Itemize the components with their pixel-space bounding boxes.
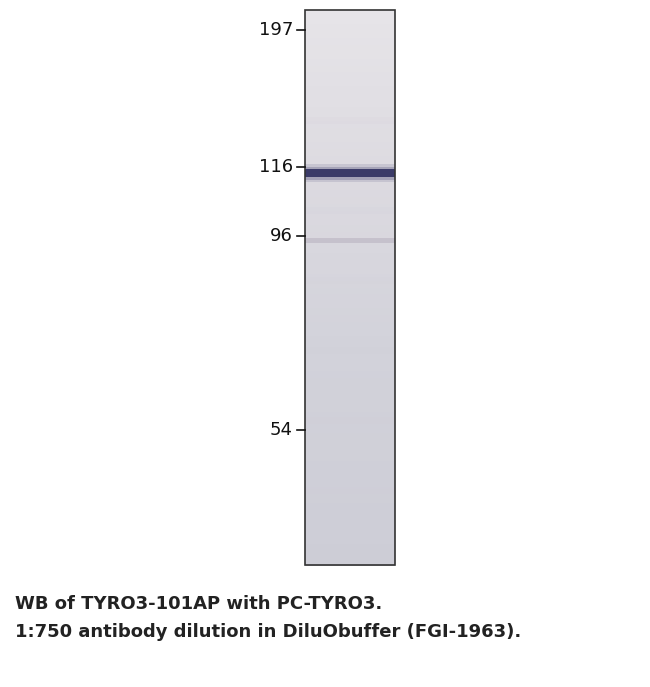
Bar [305, 93, 395, 101]
Bar [305, 336, 395, 344]
Bar [305, 412, 395, 420]
Bar [305, 308, 395, 316]
Bar [305, 52, 395, 59]
Bar [305, 503, 395, 510]
Bar [305, 149, 395, 156]
Bar [305, 225, 395, 232]
Bar [305, 267, 395, 274]
Bar [305, 207, 395, 214]
Bar [305, 530, 395, 538]
Text: 96: 96 [270, 227, 293, 245]
Bar [305, 164, 395, 182]
Text: 54: 54 [270, 421, 293, 439]
Bar [305, 468, 395, 475]
Bar [305, 347, 395, 354]
Bar [305, 183, 395, 191]
Bar [305, 117, 395, 124]
Bar [305, 405, 395, 413]
Bar [305, 156, 395, 163]
Bar [305, 371, 395, 378]
Bar [305, 17, 395, 24]
Bar [305, 45, 395, 52]
Bar [305, 426, 395, 433]
Bar [305, 239, 395, 247]
Bar [305, 357, 395, 364]
Bar [305, 440, 395, 447]
Bar [305, 163, 395, 170]
Bar [305, 523, 395, 531]
Bar [305, 378, 395, 385]
Bar [305, 273, 395, 281]
Bar [305, 350, 395, 357]
Bar [305, 10, 395, 565]
Bar [305, 510, 395, 517]
Bar [305, 475, 395, 482]
Text: 116: 116 [259, 158, 293, 176]
Bar [305, 488, 395, 496]
Bar [305, 10, 395, 17]
Bar [305, 461, 395, 469]
Bar [305, 166, 395, 179]
Bar [305, 72, 395, 80]
Bar [305, 417, 395, 424]
Bar [305, 558, 395, 565]
Bar [305, 482, 395, 489]
Bar [305, 232, 395, 240]
Bar [305, 517, 395, 524]
Bar [305, 343, 395, 350]
Bar [305, 537, 395, 545]
Bar [305, 495, 395, 503]
Bar [305, 238, 395, 243]
Bar [305, 322, 395, 330]
Bar [305, 177, 395, 184]
Bar [305, 398, 395, 406]
Bar [305, 24, 395, 32]
Text: 1:750 antibody dilution in DiluObuffer (FGI-1963).: 1:750 antibody dilution in DiluObuffer (… [15, 623, 521, 641]
Bar [305, 87, 395, 93]
Bar [305, 295, 395, 302]
Bar [305, 277, 395, 284]
Bar [305, 142, 395, 149]
Bar [305, 315, 395, 323]
Bar [305, 246, 395, 254]
Bar [305, 218, 395, 225]
Bar [305, 447, 395, 455]
Bar [305, 114, 395, 122]
Bar [305, 385, 395, 392]
Bar [305, 38, 395, 45]
Bar [305, 121, 395, 128]
Bar [305, 80, 395, 87]
Bar [305, 253, 395, 260]
Bar [305, 190, 395, 198]
Bar [305, 487, 395, 494]
Bar [305, 454, 395, 462]
Bar [305, 204, 395, 212]
Bar [305, 100, 395, 108]
Bar [305, 107, 395, 115]
Bar [305, 65, 395, 73]
Bar [305, 135, 395, 142]
Bar [305, 433, 395, 440]
Text: 197: 197 [259, 21, 293, 39]
Bar [305, 287, 395, 295]
Bar [305, 302, 395, 309]
Bar [305, 392, 395, 399]
Bar [305, 170, 395, 177]
Bar [305, 31, 395, 38]
Bar [305, 211, 395, 218]
Bar [305, 329, 395, 337]
Text: WB of TYRO3-101AP with PC-TYRO3.: WB of TYRO3-101AP with PC-TYRO3. [15, 595, 382, 613]
Bar [305, 544, 395, 552]
Bar [305, 58, 395, 66]
Bar [305, 280, 395, 288]
Bar [305, 169, 395, 177]
Bar [305, 128, 395, 135]
Bar [305, 364, 395, 371]
Bar [305, 419, 395, 427]
Bar [305, 197, 395, 205]
Bar [305, 551, 395, 559]
Bar [305, 260, 395, 267]
